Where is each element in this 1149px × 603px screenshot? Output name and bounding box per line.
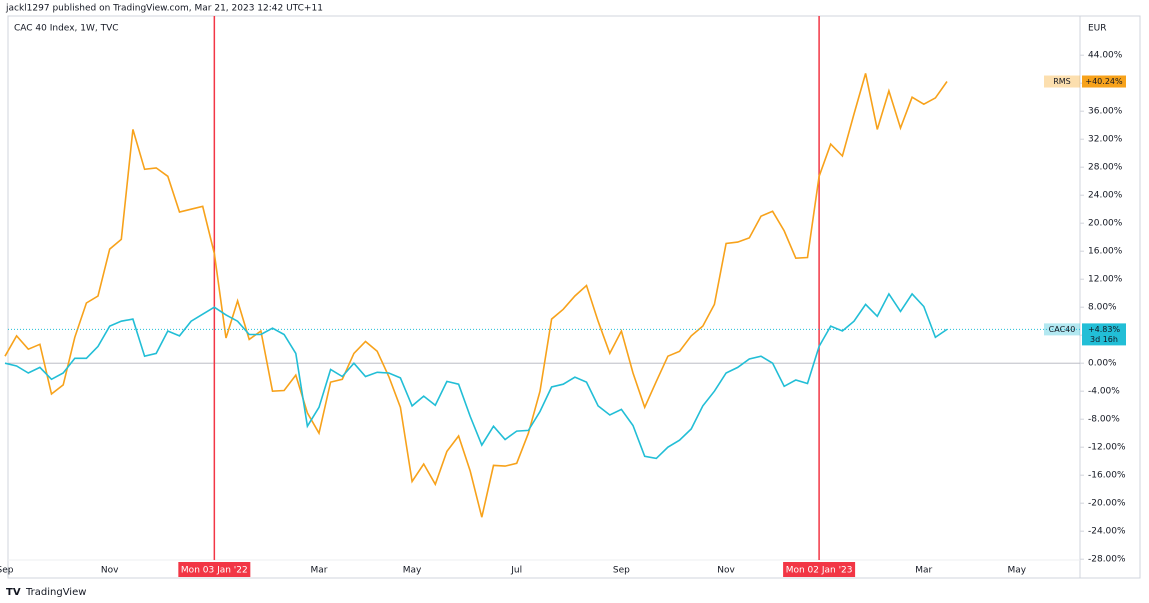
- series-line: [4, 292, 948, 460]
- x-tick-label: Mar: [915, 566, 932, 576]
- y-tick-label: -24.00%: [1088, 527, 1126, 537]
- frame: [7, 15, 1141, 579]
- value-badge: [1082, 75, 1126, 88]
- x-tick-label: May: [1008, 566, 1027, 576]
- countdown: 3d 16h: [1090, 335, 1118, 344]
- y-tick-label: -8.00%: [1088, 415, 1120, 425]
- y-tick-label: 44.00%: [1088, 51, 1123, 61]
- logo-mark: TV: [6, 587, 21, 598]
- value-label: +4.83%: [1088, 325, 1121, 334]
- y-tick-label: 36.00%: [1088, 107, 1123, 117]
- legend-entry: RMS: [1053, 77, 1071, 86]
- footer-brand: TradingView: [25, 587, 86, 598]
- y-tick-label: 16.00%: [1088, 247, 1123, 257]
- chart-title: CAC 40 Index, 1W, TVC: [14, 24, 119, 34]
- series-line: [4, 73, 948, 518]
- y-tick-label: -16.00%: [1088, 471, 1126, 481]
- y-tick-label: 20.00%: [1088, 219, 1123, 229]
- y-tick-label: -12.00%: [1088, 443, 1126, 453]
- y-tick-label: 32.00%: [1088, 135, 1123, 145]
- legend-badge: [1044, 75, 1080, 88]
- x-tick-label: Mar: [311, 566, 328, 576]
- y-tick-label: 0.00%: [1088, 359, 1117, 369]
- x-tick-label: Sep: [613, 566, 630, 576]
- x-tick-label: Nov: [101, 566, 119, 576]
- footer-logo: TV: [6, 587, 21, 598]
- y-tick-label: -28.00%: [1088, 555, 1126, 565]
- y-tick-label: -4.00%: [1088, 387, 1120, 397]
- y-tick-label: 8.00%: [1088, 303, 1117, 313]
- x-tick-label: May: [403, 566, 422, 576]
- x-label-badge: [783, 562, 856, 577]
- x-tick-label: Jul: [510, 566, 522, 576]
- y-tick-label: -20.00%: [1088, 499, 1126, 509]
- header: jackl1297 published on TradingView.com, …: [5, 4, 323, 14]
- value-label: +40.24%: [1085, 77, 1123, 86]
- x-label-badge: [178, 562, 251, 577]
- x-tick-label: Sep: [0, 566, 14, 576]
- x-tick-label: Mon 02 Jan '23: [786, 566, 853, 576]
- legend-entry: CAC40: [1049, 325, 1076, 334]
- value-badge: [1082, 323, 1126, 346]
- x-tick-label: Nov: [717, 566, 735, 576]
- x-tick-label: Mon 03 Jan '22: [181, 566, 248, 576]
- legend-badge: [1044, 323, 1080, 336]
- currency: EUR: [1088, 24, 1107, 34]
- y-tick-label: 28.00%: [1088, 163, 1123, 173]
- y-tick-label: 24.00%: [1088, 191, 1123, 201]
- y-tick-label: 12.00%: [1088, 275, 1123, 285]
